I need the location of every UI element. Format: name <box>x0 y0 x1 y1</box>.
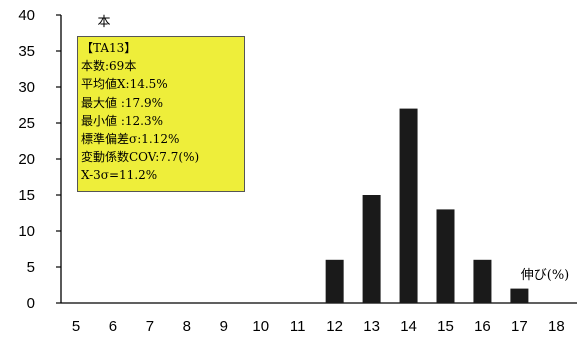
stats-line-lower-bound: X-3σ=11.2% <box>81 168 158 183</box>
histogram-bar <box>325 259 344 303</box>
x-tick-label: 18 <box>548 318 565 335</box>
x-tick-label: 16 <box>474 318 491 335</box>
x-tick-label: 8 <box>183 318 191 335</box>
y-tick-label: 10 <box>18 223 35 240</box>
stats-line-min: 最小値 :12.3% <box>81 113 163 128</box>
y-tick-label: 25 <box>18 115 35 132</box>
histogram-bar <box>399 108 418 303</box>
stats-line-mean: 平均値X:14.5% <box>81 77 168 92</box>
stats-box: 【TA13】 本数:69本 平均値X:14.5% 最大値 :17.9% 最小値 … <box>77 36 245 192</box>
stats-line-stddev: 標準偏差σ:1.12% <box>81 132 180 147</box>
x-tick-label: 9 <box>220 318 228 335</box>
histogram-bar <box>362 195 381 303</box>
stats-line-cov: 変動係数COV:7.7(%) <box>81 150 200 165</box>
stats-line-count: 本数:69本 <box>81 59 137 74</box>
x-tick-label: 10 <box>252 318 269 335</box>
stats-line-max: 最大値 :17.9% <box>81 95 163 110</box>
y-tick-label: 5 <box>27 259 35 276</box>
y-tick-label: 20 <box>18 151 35 168</box>
y-tick-label: 15 <box>18 187 35 204</box>
x-tick-label: 7 <box>146 318 154 335</box>
x-axis-unit-label: 伸び(%) <box>521 268 570 283</box>
y-axis-unit-label: 本 <box>97 15 110 30</box>
y-tick-label: 0 <box>27 295 35 312</box>
stats-box-title: 【TA13】 <box>81 41 137 55</box>
x-tick-label: 12 <box>326 318 343 335</box>
histogram-bar <box>436 209 455 303</box>
histogram-bar <box>473 259 492 303</box>
x-tick-label: 15 <box>437 318 454 335</box>
x-tick-label: 5 <box>72 318 80 335</box>
x-tick-label: 17 <box>511 318 528 335</box>
y-tick-label: 40 <box>18 7 35 24</box>
x-tick-label: 11 <box>290 318 306 335</box>
y-tick-label: 35 <box>18 43 35 60</box>
histogram-bar <box>510 288 529 303</box>
x-tick-label: 14 <box>400 318 417 335</box>
x-tick-label: 6 <box>109 318 117 335</box>
x-tick-label: 13 <box>363 318 380 335</box>
y-tick-label: 30 <box>18 79 35 96</box>
